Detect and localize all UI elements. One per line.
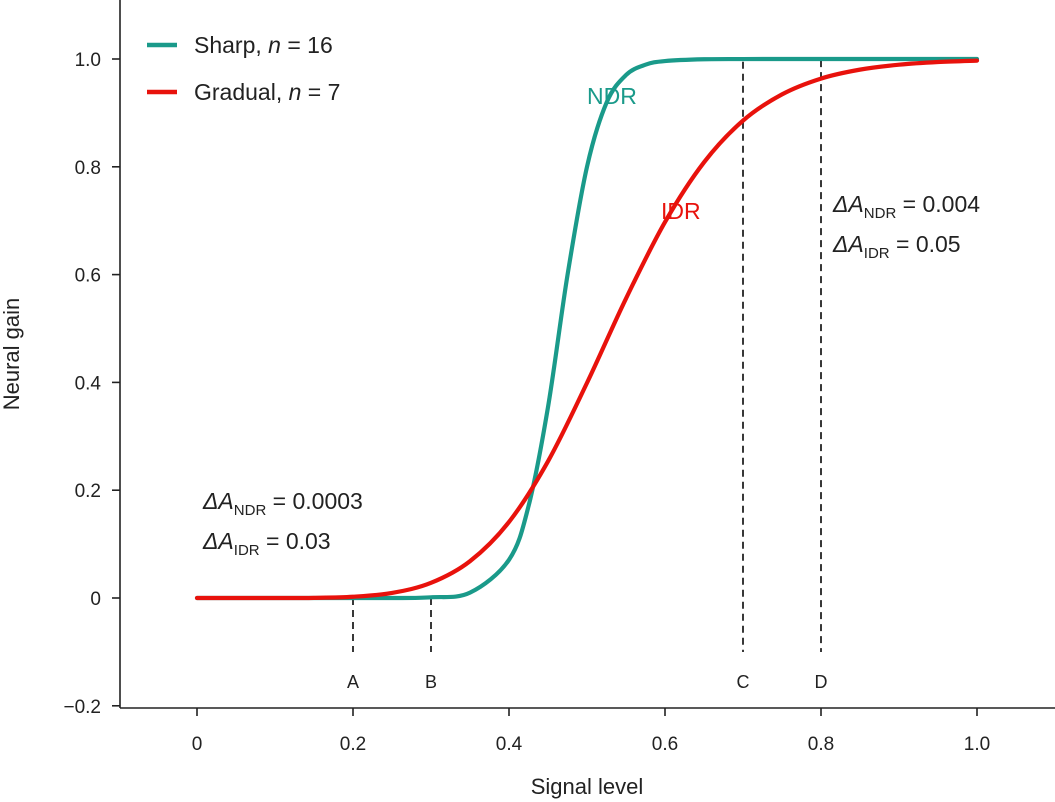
- marker-label-a: A: [347, 672, 359, 692]
- legend-item-sharp: Sharp, n = 16: [194, 32, 333, 58]
- legend: Sharp, n = 16 Gradual, n = 7: [147, 32, 340, 105]
- legend-sharp-var: n: [268, 32, 281, 58]
- annotation-right-idr-prefix: ΔA: [832, 231, 864, 257]
- curves: [194, 56, 980, 601]
- x-axis-label: Signal level: [531, 774, 644, 799]
- legend-item-gradual: Gradual, n = 7: [194, 79, 340, 105]
- annotation-left-idr-value: = 0.03: [260, 528, 331, 554]
- x-tick-label: 0.4: [496, 734, 523, 755]
- y-tick-label: 1.0: [75, 50, 101, 71]
- y-tick-label: 0.4: [75, 373, 102, 394]
- x-tick-label: 0.2: [340, 734, 366, 755]
- annotation-left-ndr-prefix: ΔA: [202, 488, 234, 514]
- annotation-right-ndr-value: = 0.004: [896, 191, 980, 217]
- marker-label-b: B: [425, 672, 437, 692]
- y-tick-label: 0.2: [75, 481, 101, 502]
- marker-label-d: D: [815, 672, 828, 692]
- annotation-right-idr: ΔAIDR = 0.05: [832, 231, 961, 262]
- idr-curve-label: IDR: [661, 198, 701, 224]
- annotation-left-idr-prefix: ΔA: [202, 528, 234, 554]
- y-tick-label: 0: [90, 589, 101, 610]
- y-tick-label: −0.2: [63, 697, 101, 718]
- reference-markers: A B C D: [347, 60, 828, 692]
- annotation-right-ndr-prefix: ΔA: [832, 191, 864, 217]
- annotation-left-idr: ΔAIDR = 0.03: [202, 528, 331, 559]
- x-tick-label: 0: [192, 734, 203, 755]
- marker-label-c: C: [737, 672, 750, 692]
- legend-gradual-var: n: [289, 79, 302, 105]
- annotation-left-ndr: ΔANDR = 0.0003: [202, 488, 363, 519]
- annotation-right-idr-sub: IDR: [864, 245, 890, 262]
- legend-gradual-prefix: Gradual,: [194, 79, 289, 105]
- legend-sharp-suffix: = 16: [281, 32, 333, 58]
- y-tick-label: 0.6: [75, 266, 101, 287]
- legend-sharp-prefix: Sharp,: [194, 32, 268, 58]
- annotation-left-ndr-sub: NDR: [234, 502, 267, 519]
- y-tick-label: 0.8: [75, 158, 101, 179]
- x-tick-label: 1.0: [964, 734, 990, 755]
- x-ticks: 0 0.2 0.4 0.6 0.8 1.0: [192, 708, 990, 755]
- ndr-curve-label: NDR: [587, 83, 637, 109]
- series-line-idr: [194, 58, 980, 601]
- annotation-left: ΔANDR = 0.0003 ΔAIDR = 0.03: [202, 488, 363, 559]
- y-axis-label: Neural gain: [0, 298, 24, 411]
- annotation-left-idr-sub: IDR: [234, 542, 260, 559]
- series-line-ndr: [194, 56, 980, 601]
- x-tick-label: 0.8: [808, 734, 834, 755]
- annotation-right-ndr: ΔANDR = 0.004: [832, 191, 980, 222]
- annotation-right-idr-value: = 0.05: [890, 231, 961, 257]
- legend-gradual-suffix: = 7: [301, 79, 340, 105]
- y-ticks: −0.2 0 0.2 0.4 0.6 0.8 1.0: [63, 50, 120, 718]
- annotation-right-ndr-sub: NDR: [864, 205, 897, 222]
- axes: −0.2 0 0.2 0.4 0.6 0.8 1.0 0 0.2 0.4 0.6 0.8 1.0: [63, 0, 1055, 755]
- x-tick-label: 0.6: [652, 734, 678, 755]
- annotation-left-ndr-value: = 0.0003: [266, 488, 363, 514]
- annotation-right: ΔANDR = 0.004 ΔAIDR = 0.05: [832, 191, 980, 262]
